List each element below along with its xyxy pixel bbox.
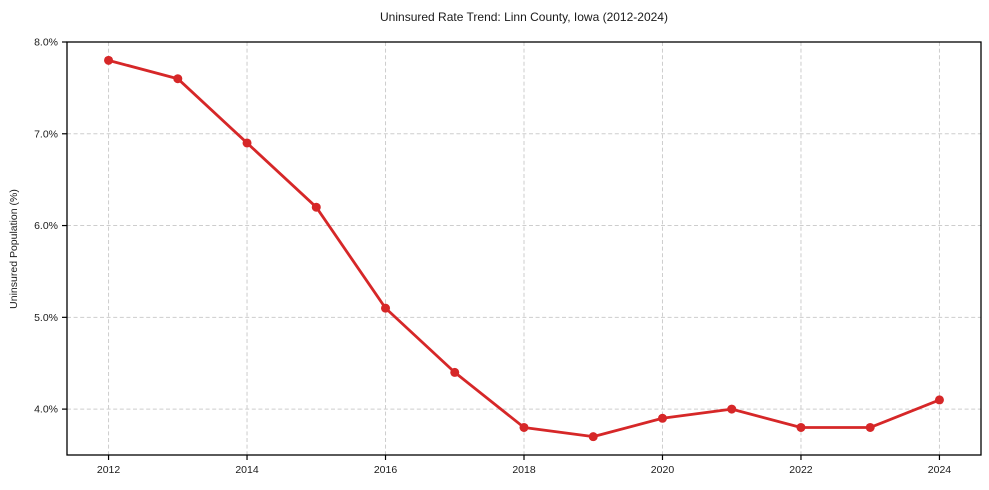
data-point (865, 422, 875, 432)
x-tick-label: 2012 (97, 464, 121, 476)
data-point (242, 138, 252, 148)
y-tick-label: 6.0% (34, 220, 58, 232)
data-point (727, 404, 737, 414)
y-tick-label: 4.0% (34, 404, 58, 416)
x-tick-label: 2018 (512, 464, 536, 476)
data-point (588, 432, 598, 442)
x-tick-label: 2014 (235, 464, 259, 476)
data-point (450, 367, 460, 377)
data-point (657, 413, 667, 423)
data-point (173, 74, 183, 84)
chart-title: Uninsured Rate Trend: Linn County, Iowa … (380, 10, 668, 24)
data-point (796, 422, 806, 432)
data-point (104, 55, 114, 65)
y-tick-label: 7.0% (34, 128, 58, 140)
x-tick-label: 2020 (651, 464, 675, 476)
x-tick-label: 2022 (789, 464, 813, 476)
x-tick-label: 2016 (374, 464, 398, 476)
plot-frame (66, 41, 982, 456)
y-tick-label: 8.0% (34, 37, 58, 49)
x-tick-label: 2024 (928, 464, 952, 476)
y-tick-label: 5.0% (34, 312, 58, 324)
data-point (519, 422, 529, 432)
data-point (934, 395, 944, 405)
data-point (311, 202, 321, 212)
data-point (381, 303, 391, 313)
